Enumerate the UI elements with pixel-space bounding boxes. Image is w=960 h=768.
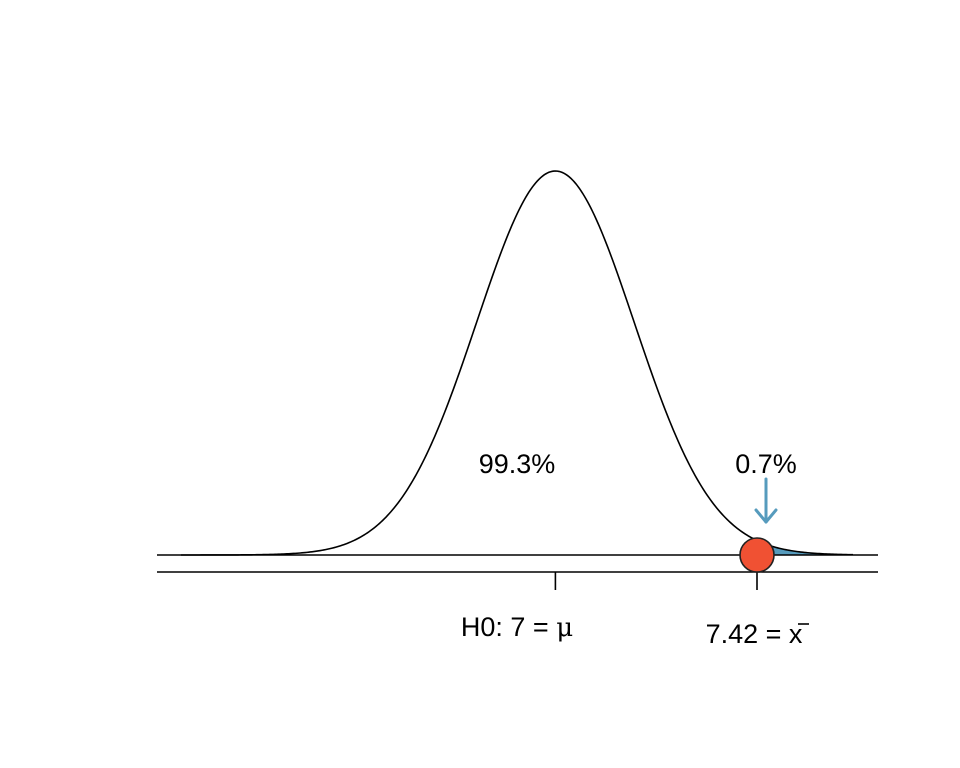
- mean-label: H0: 7 = μ: [461, 612, 573, 643]
- mean-label-prefix: H0: 7 =: [461, 612, 556, 642]
- tail-arrow: [754, 477, 778, 524]
- mu-symbol: μ: [556, 613, 573, 643]
- density-curve: [180, 170, 854, 556]
- observed-label-prefix: 7.42 =: [706, 619, 789, 649]
- right-tail-area: [757, 540, 853, 555]
- x-bar-symbol: x: [789, 619, 803, 649]
- observed-point: [739, 537, 775, 573]
- observed-label: 7.42 = x: [706, 619, 803, 649]
- center-percentage-label: 99.3%: [479, 449, 556, 479]
- tail-percentage-label: 0.7%: [735, 449, 797, 479]
